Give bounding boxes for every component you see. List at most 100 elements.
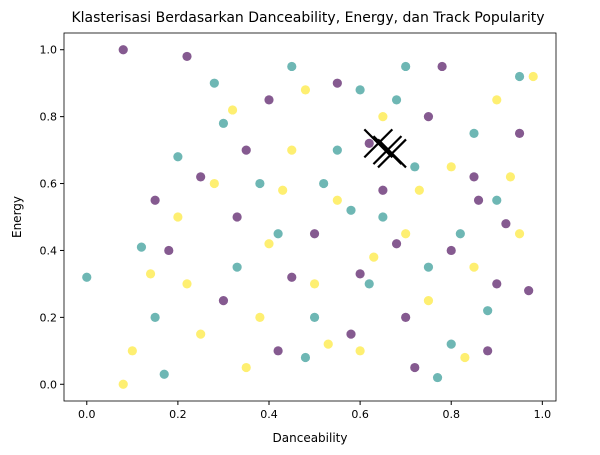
x-axis-label: Danceability [273, 431, 348, 445]
scatter-point-cluster-0 [264, 95, 274, 105]
y-tick-label: 1.0 [40, 44, 58, 57]
scatter-point-cluster-2 [378, 112, 388, 122]
scatter-point-cluster-2 [528, 71, 538, 82]
centroid-marker [363, 128, 394, 159]
scatter-point-cluster-1 [346, 205, 356, 215]
scatter-point-cluster-0 [492, 279, 502, 289]
scatter-point-cluster-0 [332, 78, 342, 88]
x-tick-label: 0.8 [442, 408, 460, 421]
y-axis-ticks: 0.0 0.2 0.4 0.6 0.8 1.0 [40, 44, 64, 391]
scatter-point-cluster-2 [332, 195, 342, 205]
scatter-point-cluster-2 [309, 279, 320, 289]
points-layer [82, 45, 538, 389]
scatter-point-cluster-2 [196, 329, 206, 339]
scatter-point-cluster-1 [483, 306, 493, 316]
scatter-point-cluster-2 [264, 239, 274, 249]
x-tick-label: 0.6 [351, 408, 369, 421]
scatter-point-cluster-0 [346, 329, 356, 339]
scatter-point-cluster-0 [378, 185, 388, 195]
scatter-point-cluster-1 [159, 369, 169, 379]
scatter-point-cluster-2 [414, 185, 424, 195]
scatter-point-cluster-2 [446, 162, 456, 172]
scatter-point-cluster-2 [287, 145, 297, 155]
x-tick-label: 0.4 [260, 408, 278, 421]
scatter-point-cluster-1 [319, 178, 329, 189]
scatter-point-cluster-2 [145, 269, 156, 279]
scatter-point-cluster-1 [209, 78, 219, 88]
scatter-point-cluster-0 [241, 145, 251, 155]
scatter-point-cluster-2 [323, 339, 333, 349]
scatter-point-cluster-1 [218, 118, 229, 128]
scatter-point-cluster-0 [196, 172, 206, 182]
y-tick-label: 0.8 [40, 111, 58, 124]
scatter-point-cluster-1 [273, 229, 283, 239]
scatter-point-cluster-2 [227, 105, 238, 115]
chart-title: Klasterisasi Berdasarkan Danceability, E… [71, 10, 544, 26]
scatter-point-cluster-0 [218, 296, 229, 306]
x-tick-label: 1.0 [534, 408, 552, 421]
scatter-point-cluster-2 [278, 185, 288, 195]
scatter-point-cluster-1 [355, 85, 365, 95]
y-tick-label: 0.2 [40, 311, 58, 324]
scatter-point-cluster-1 [150, 312, 160, 322]
scatter-point-cluster-0 [423, 112, 434, 122]
scatter-point-cluster-2 [355, 346, 365, 356]
y-tick-label: 0.0 [40, 378, 58, 391]
scatter-point-cluster-0 [483, 346, 493, 356]
scatter-point-cluster-1 [432, 372, 443, 383]
scatter-point-cluster-0 [410, 362, 420, 373]
scatter-point-cluster-0 [469, 172, 479, 182]
scatter-point-cluster-1 [309, 312, 320, 322]
scatter-point-cluster-2 [401, 229, 411, 239]
scatter-point-cluster-0 [401, 312, 411, 322]
scatter-point-cluster-0 [391, 239, 402, 249]
scatter-point-cluster-1 [446, 339, 456, 349]
scatter-point-cluster-2 [492, 95, 502, 105]
scatter-point-cluster-1 [232, 262, 242, 272]
scatter-point-cluster-1 [287, 61, 297, 72]
scatter-point-cluster-2 [118, 379, 128, 389]
scatter-point-cluster-2 [469, 262, 479, 272]
scatter-point-cluster-1 [378, 212, 388, 222]
scatter-point-cluster-0 [446, 245, 456, 256]
x-tick-label: 0.0 [78, 408, 96, 421]
scatter-point-cluster-2 [209, 178, 219, 189]
x-axis-ticks: 0.0 0.2 0.4 0.6 0.8 1.0 [78, 401, 551, 421]
scatter-point-cluster-2 [127, 346, 137, 356]
scatter-point-cluster-2 [505, 172, 516, 182]
scatter-point-cluster-0 [355, 269, 365, 279]
scatter-point-cluster-1 [514, 71, 525, 82]
scatter-point-cluster-1 [391, 95, 402, 105]
scatter-point-cluster-2 [255, 312, 265, 322]
y-axis-label: Energy [10, 196, 24, 238]
scatter-point-cluster-1 [82, 272, 92, 282]
y-tick-label: 0.6 [40, 178, 58, 191]
scatter-point-cluster-0 [364, 138, 374, 148]
scatter-point-cluster-1 [173, 152, 183, 162]
scatter-point-cluster-0 [118, 45, 128, 55]
x-tick-label: 0.2 [169, 408, 187, 421]
scatter-point-cluster-2 [241, 362, 251, 373]
centroid-marker [372, 135, 403, 165]
scatter-point-cluster-2 [460, 352, 470, 363]
scatter-point-cluster-0 [232, 212, 242, 222]
scatter-point-cluster-0 [164, 245, 174, 256]
scatter-point-cluster-1 [364, 279, 374, 289]
scatter-point-cluster-0 [150, 195, 160, 205]
scatter-point-cluster-0 [514, 128, 525, 138]
scatter-point-cluster-0 [524, 286, 534, 296]
scatter-point-cluster-2 [423, 296, 434, 306]
scatter-point-cluster-1 [401, 61, 411, 72]
scatter-point-cluster-2 [182, 279, 192, 289]
scatter-point-cluster-1 [455, 229, 465, 239]
scatter-point-cluster-2 [369, 252, 379, 262]
scatter-point-cluster-0 [437, 61, 447, 72]
scatter-point-cluster-1 [492, 195, 502, 205]
scatter-point-cluster-2 [300, 85, 311, 95]
scatter-point-cluster-1 [469, 128, 479, 138]
plot-area-frame [63, 32, 557, 402]
scatter-point-cluster-1 [255, 178, 265, 189]
y-tick-label: 0.4 [40, 244, 58, 257]
scatter-point-cluster-1 [332, 145, 342, 155]
